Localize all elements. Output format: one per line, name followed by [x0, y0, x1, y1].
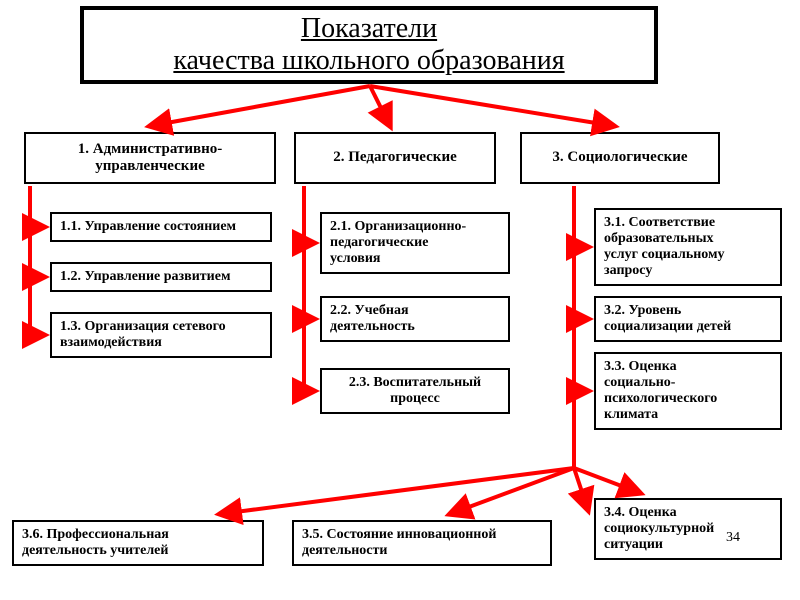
- title-line1: Показатели: [301, 13, 437, 45]
- category-2-box: 2. Педагогические: [294, 132, 496, 184]
- item-2-2-label: 2.2. Учебная деятельность: [330, 303, 415, 335]
- item-3-2: 3.2. Уровень социализации детей: [594, 296, 782, 342]
- item-2-2: 2.2. Учебная деятельность: [320, 296, 510, 342]
- item-3-4: 3.4. Оценка социокультурной ситуации: [594, 498, 782, 560]
- item-3-6-label: 3.6. Профессиональная деятельность учите…: [22, 527, 169, 559]
- item-1-2: 1.2. Управление развитием: [50, 262, 272, 292]
- item-2-3-label: 2.3. Воспитательный процесс: [349, 375, 481, 407]
- item-2-1: 2.1. Организационно- педагогические усло…: [320, 212, 510, 274]
- item-3-5-label: 3.5. Состояние инновационной деятельност…: [302, 527, 496, 559]
- category-2-label: 2. Педагогические: [333, 149, 457, 166]
- item-3-1: 3.1. Соответствие образовательных услуг …: [594, 208, 782, 286]
- item-3-6: 3.6. Профессиональная деятельность учите…: [12, 520, 264, 566]
- item-3-3-label: 3.3. Оценка социально- психологического …: [604, 359, 717, 423]
- item-1-1: 1.1. Управление состоянием: [50, 212, 272, 242]
- title-box: Показатели качества школьного образовани…: [80, 6, 658, 84]
- item-1-3: 1.3. Организация сетевого взаимодействия: [50, 312, 272, 358]
- category-3-label: 3. Социологические: [552, 149, 687, 166]
- item-3-4-label: 3.4. Оценка социокультурной ситуации: [604, 505, 714, 553]
- item-3-3: 3.3. Оценка социально- психологического …: [594, 352, 782, 430]
- item-2-3: 2.3. Воспитательный процесс: [320, 368, 510, 414]
- title-line2: качества школьного образования: [173, 45, 564, 77]
- slide-number: 34: [726, 530, 740, 546]
- category-1-box: 1. Административно- управленческие: [24, 132, 276, 184]
- category-3-box: 3. Социологические: [520, 132, 720, 184]
- category-1-label: 1. Административно- управленческие: [78, 141, 222, 176]
- item-1-3-label: 1.3. Организация сетевого взаимодействия: [60, 319, 226, 351]
- item-2-1-label: 2.1. Организационно- педагогические усло…: [330, 219, 466, 267]
- item-3-5: 3.5. Состояние инновационной деятельност…: [292, 520, 552, 566]
- item-3-1-label: 3.1. Соответствие образовательных услуг …: [604, 215, 725, 279]
- item-1-1-label: 1.1. Управление состоянием: [60, 219, 236, 235]
- item-3-2-label: 3.2. Уровень социализации детей: [604, 303, 731, 335]
- item-1-2-label: 1.2. Управление развитием: [60, 269, 231, 285]
